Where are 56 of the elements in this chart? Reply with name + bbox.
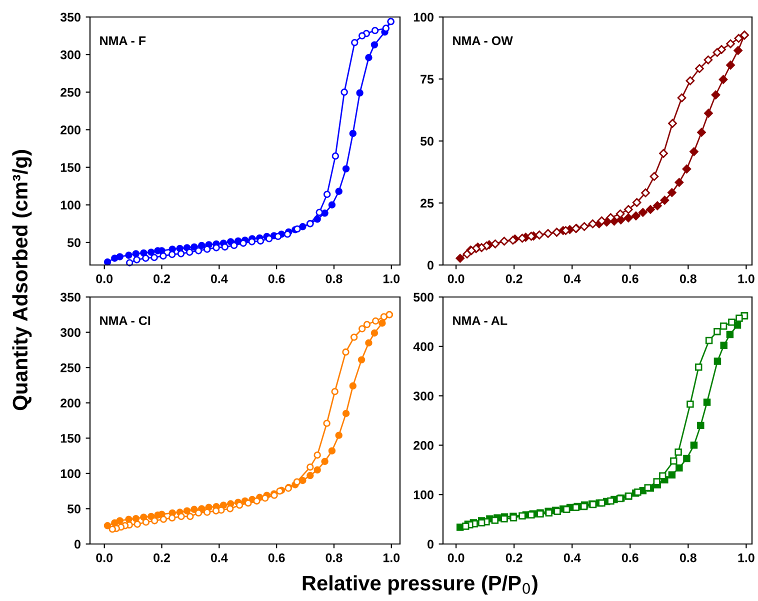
y-tick-label: 400 — [413, 342, 434, 352]
y-tick-label: 75 — [420, 74, 434, 84]
x-tick-label: 0.0 — [448, 553, 464, 562]
y-tick-label: 200 — [60, 398, 80, 408]
x-tick-label: 0.6 — [622, 553, 638, 562]
y-tick-label: 100 — [60, 469, 80, 478]
x-tick-label: 0.6 — [268, 553, 285, 562]
x-tick-label: 0.0 — [96, 553, 113, 562]
text: NMA - OW — [453, 36, 513, 46]
x-tick-label: 1.0 — [383, 274, 400, 284]
x-tick-label: 0.2 — [506, 553, 522, 562]
x-tick-label: 1.0 — [738, 553, 754, 562]
text: NMA - AL — [453, 316, 508, 325]
x-tick-label: 0.4 — [210, 553, 228, 562]
y-tick-label: 500 — [414, 292, 434, 302]
y-tick-label: 0 — [428, 260, 434, 270]
text: NMA - F — [100, 36, 146, 46]
y-tick-label: 50 — [67, 238, 80, 248]
y-tick-label: 0 — [74, 540, 80, 549]
y-axis-title: Quantity Adsorbed (cm³/g) — [12, 150, 32, 410]
x-tick-label: 1.0 — [383, 553, 400, 562]
x-tick-label: 0.8 — [326, 553, 342, 562]
y-tick-label: 300 — [413, 392, 434, 400]
y-tick-label: 100 — [60, 200, 80, 210]
x-tick-label: 0.8 — [680, 274, 696, 284]
x-tick-label: 1.0 — [738, 274, 754, 284]
x-tick-label: 0.8 — [326, 274, 342, 284]
y-tick-label: 200 — [414, 441, 434, 450]
x-tick-label: 0.0 — [96, 274, 113, 284]
y-tick-label: 350 — [60, 292, 80, 302]
y-tick-label: 100 — [414, 490, 434, 500]
text: NMA - CI — [100, 316, 150, 326]
x-tick-label: 0.2 — [154, 274, 170, 284]
y-tick-label: 250 — [60, 363, 80, 372]
x-tick-label: 0.4 — [210, 274, 228, 284]
y-tick-label: 25 — [420, 198, 434, 208]
x-axis-title: Relative pressure (P/P$_{0}$) — [302, 575, 538, 595]
x-tick-label: 0.8 — [680, 553, 696, 562]
y-tick-label: 200 — [60, 126, 80, 134]
x-tick-label: 0.2 — [506, 274, 522, 284]
y-tick-label: 150 — [60, 163, 80, 172]
y-tick-label: 100 — [414, 12, 434, 22]
y-tick-label: 300 — [60, 50, 80, 60]
y-tick-label: 50 — [67, 504, 80, 514]
y-tick-label: 300 — [60, 328, 80, 337]
y-tick-label: 150 — [60, 434, 80, 443]
x-tick-label: 0.2 — [154, 553, 170, 562]
x-tick-label: 0.6 — [622, 274, 638, 284]
y-tick-label: 250 — [60, 88, 80, 97]
x-tick-label: 0.4 — [564, 553, 581, 562]
y-tick-label: 50 — [420, 136, 434, 146]
x-tick-label: 0.0 — [448, 274, 464, 284]
y-tick-label: 0 — [428, 540, 434, 549]
x-tick-label: 0.6 — [268, 274, 285, 284]
x-tick-label: 0.4 — [564, 274, 581, 284]
y-tick-label: 350 — [60, 12, 80, 22]
